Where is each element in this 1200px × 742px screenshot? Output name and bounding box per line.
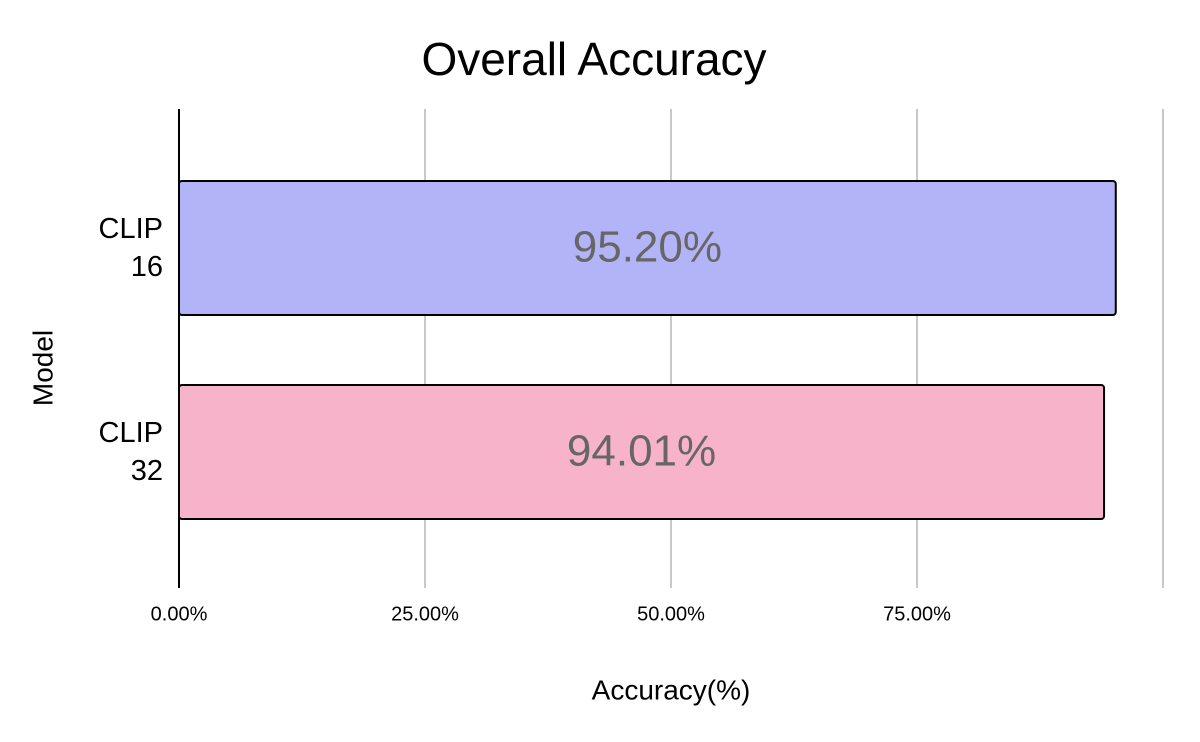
x-axis-label: Accuracy(%) [592, 674, 751, 705]
x-tick-label: 75.00% [883, 603, 951, 625]
bar [178, 180, 1117, 316]
chart-title: Overall Accuracy [421, 33, 766, 85]
x-tick-label: 50.00% [637, 603, 705, 625]
y-axis-label: Model [27, 330, 58, 406]
value-label: 94.01% [567, 427, 716, 476]
y-tick-label: CLIP 16 [98, 213, 163, 283]
value-label: 95.20% [573, 223, 722, 272]
x-tick-label: 0.00% [151, 603, 208, 625]
x-tick-label: 25.00% [391, 603, 459, 625]
bar [178, 384, 1106, 520]
y-tick-label: CLIP 32 [98, 417, 163, 487]
